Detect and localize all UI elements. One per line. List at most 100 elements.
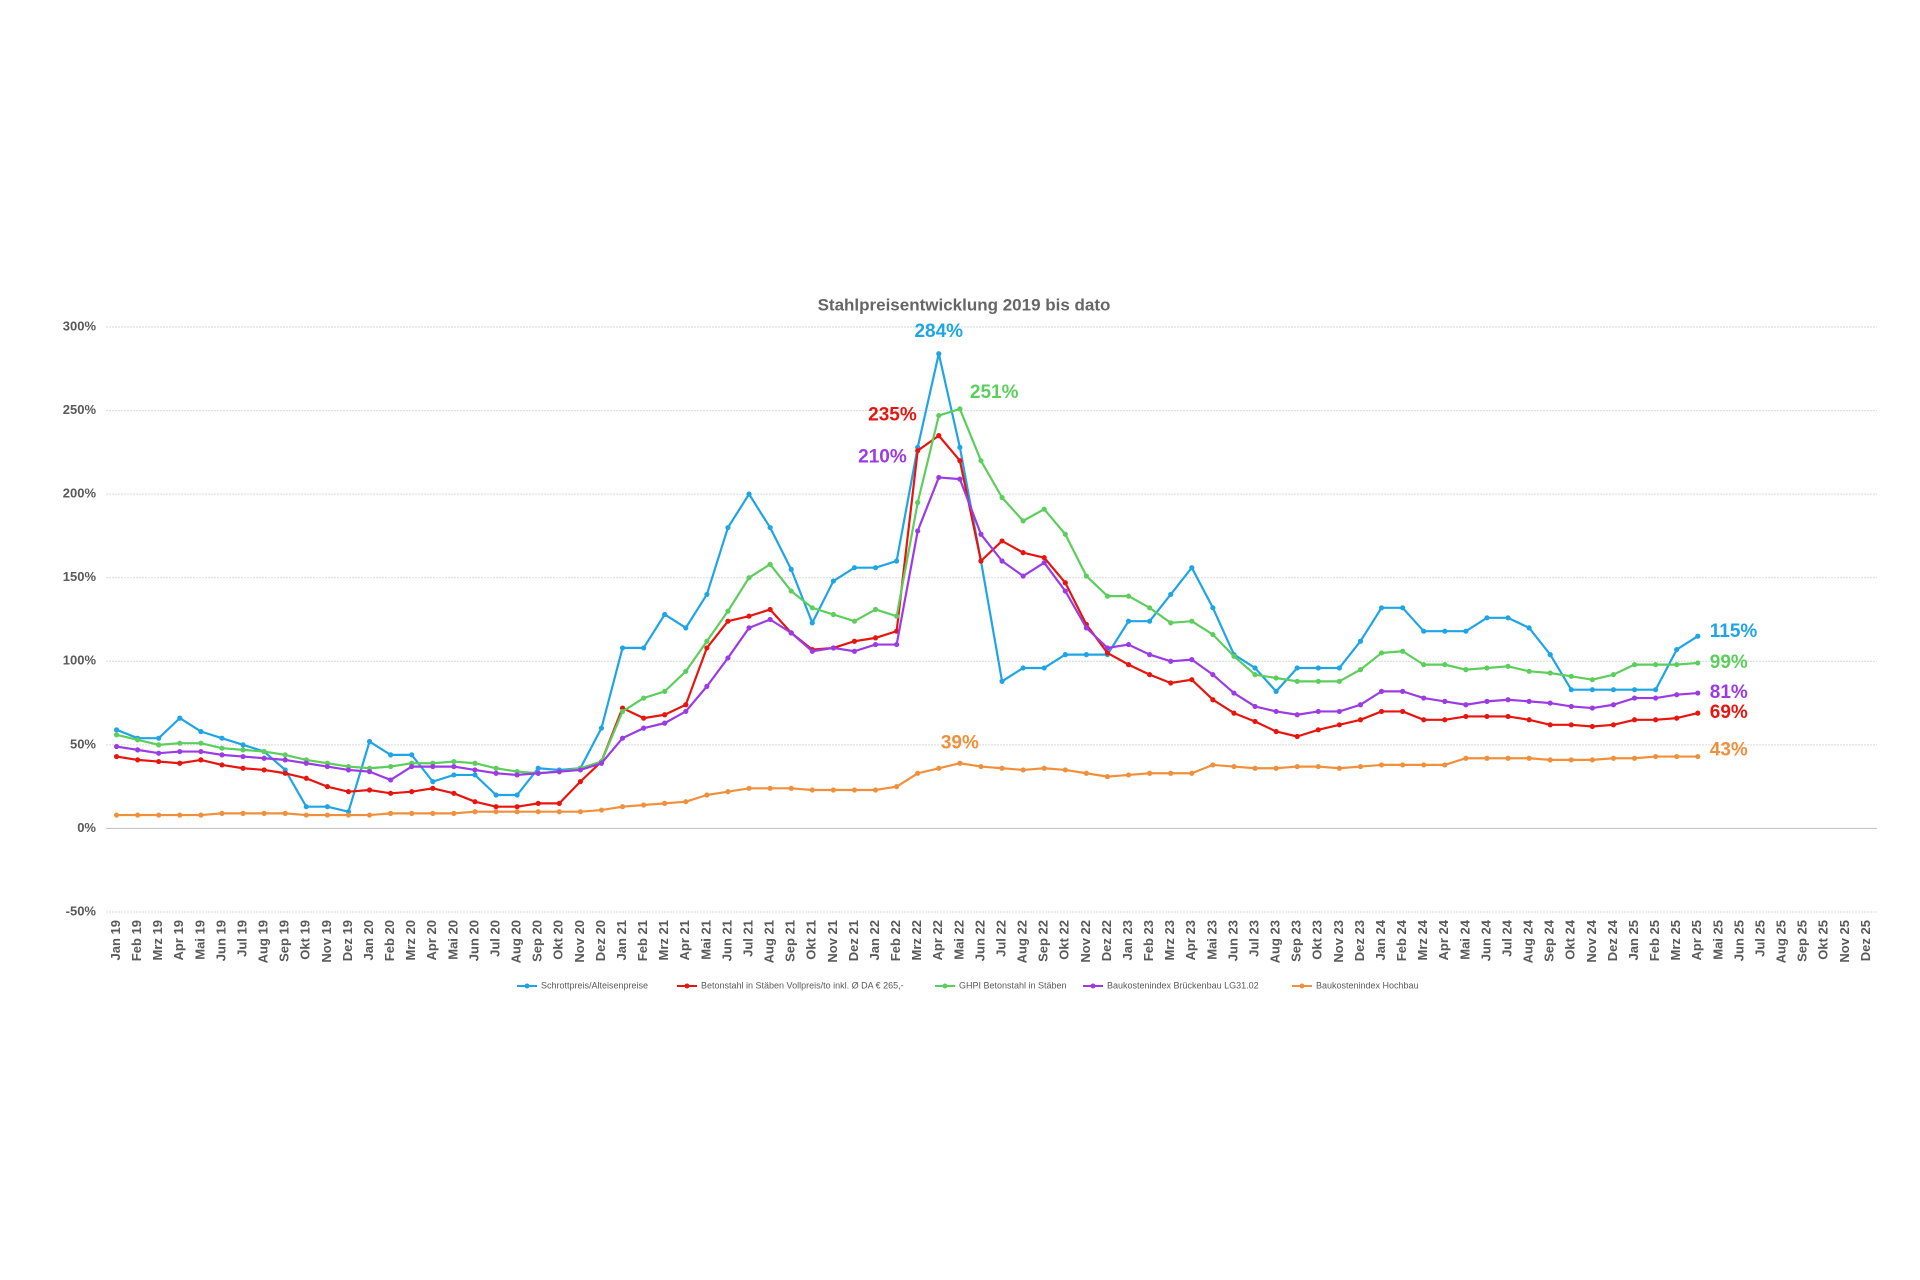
x-tick-label: Okt 22 <box>1057 920 1072 960</box>
data-point <box>1631 662 1638 668</box>
data-point <box>851 638 858 644</box>
data-point <box>1020 767 1026 773</box>
data-point <box>746 491 752 497</box>
data-point <box>177 748 183 755</box>
data-point <box>1041 665 1047 671</box>
x-tick-label: Nov 21 <box>825 920 840 963</box>
data-point <box>366 787 373 793</box>
data-point <box>1231 690 1237 696</box>
x-tick-label: Jan 22 <box>867 920 882 960</box>
x-tick-label: Okt 23 <box>1310 920 1325 960</box>
data-point <box>240 810 246 816</box>
x-tick-label: Feb 21 <box>635 920 650 961</box>
data-point <box>1463 702 1469 708</box>
data-point <box>1653 662 1659 668</box>
data-point <box>1252 672 1258 678</box>
x-tick-label: Apr 19 <box>171 920 186 960</box>
data-point <box>1315 665 1321 671</box>
data-point <box>1147 618 1153 624</box>
x-tick-label: Jun 21 <box>719 920 734 961</box>
x-tick-label: Jan 25 <box>1626 920 1641 960</box>
data-point <box>1189 657 1195 663</box>
legend-marker <box>684 983 690 989</box>
data-point <box>746 613 752 619</box>
data-point <box>915 499 921 506</box>
data-point <box>1336 722 1342 728</box>
data-point <box>1653 753 1659 760</box>
data-point <box>1062 767 1068 773</box>
x-tick-label: Mrz 22 <box>909 920 924 960</box>
annotation: 210% <box>858 446 907 467</box>
data-point <box>156 750 162 756</box>
data-point <box>1168 680 1174 686</box>
data-point <box>788 785 794 791</box>
data-point <box>493 765 499 771</box>
series-line <box>116 755 1698 817</box>
data-point <box>683 668 689 674</box>
data-point <box>1062 531 1068 537</box>
x-tick-label: Dez 23 <box>1352 920 1367 961</box>
legend-marker <box>1090 983 1096 989</box>
data-point <box>1653 717 1659 723</box>
x-tick-label: Okt 25 <box>1816 920 1831 960</box>
data-point <box>1231 763 1237 770</box>
data-point <box>1589 677 1595 683</box>
data-point <box>1400 605 1406 611</box>
data-point <box>725 655 731 661</box>
data-point <box>641 645 647 651</box>
data-point <box>135 757 141 763</box>
data-point <box>472 799 478 805</box>
x-tick-label: Okt 24 <box>1563 919 1578 960</box>
series-line <box>116 352 1699 813</box>
data-point <box>1252 703 1258 710</box>
annotation: 235% <box>868 405 917 426</box>
data-point <box>219 745 225 751</box>
data-point <box>936 412 942 419</box>
data-point <box>978 531 984 537</box>
data-point <box>936 474 942 481</box>
data-point <box>1062 652 1068 658</box>
data-point <box>788 566 794 572</box>
data-point <box>324 784 330 790</box>
data-point <box>936 351 942 357</box>
data-point <box>1505 615 1511 621</box>
data-point <box>556 809 562 815</box>
y-tick-label: 300% <box>63 318 97 333</box>
data-point <box>261 748 267 755</box>
data-point <box>1336 765 1342 771</box>
data-point <box>1104 774 1111 780</box>
data-point <box>1357 667 1364 673</box>
data-point <box>957 458 963 464</box>
data-point <box>894 784 900 790</box>
x-tick-label: Mai 21 <box>698 920 713 960</box>
data-point <box>345 812 352 818</box>
x-tick-label: Feb 19 <box>129 920 144 961</box>
x-tick-label: Aug 20 <box>509 920 524 963</box>
data-point <box>1463 755 1469 761</box>
data-point <box>1568 703 1574 710</box>
x-tick-label: Nov 25 <box>1837 920 1852 963</box>
data-point <box>1357 717 1364 723</box>
x-tick-label: Nov 24 <box>1584 919 1599 962</box>
data-point <box>915 528 921 534</box>
data-point <box>872 787 879 793</box>
data-point <box>662 720 668 726</box>
data-point <box>915 770 921 776</box>
x-tick-label: Aug 24 <box>1521 919 1536 963</box>
data-point <box>767 785 773 791</box>
data-point <box>1442 628 1448 634</box>
x-tick-label: Jan 21 <box>614 920 629 960</box>
x-tick-label: Mrz 20 <box>403 920 418 960</box>
data-point <box>809 620 815 626</box>
y-tick-label: 50% <box>70 736 96 751</box>
data-point <box>472 767 478 773</box>
data-point <box>324 804 330 810</box>
data-point <box>1125 593 1132 599</box>
x-tick-label: Okt 21 <box>804 920 819 960</box>
annotation: 99% <box>1710 652 1748 673</box>
data-point <box>409 752 415 758</box>
data-point <box>704 683 710 689</box>
data-point <box>1189 770 1195 776</box>
data-point <box>1674 692 1680 698</box>
legend-label: GHPI Betonstahl in Stäben <box>959 980 1067 990</box>
